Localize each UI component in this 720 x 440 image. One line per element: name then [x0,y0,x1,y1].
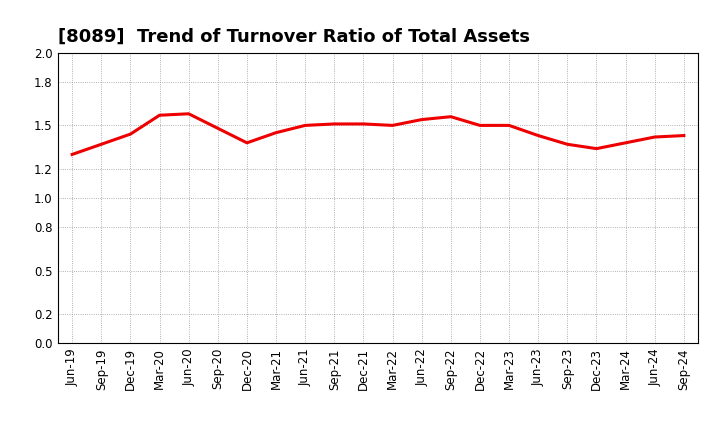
Text: [8089]  Trend of Turnover Ratio of Total Assets: [8089] Trend of Turnover Ratio of Total … [58,28,530,46]
